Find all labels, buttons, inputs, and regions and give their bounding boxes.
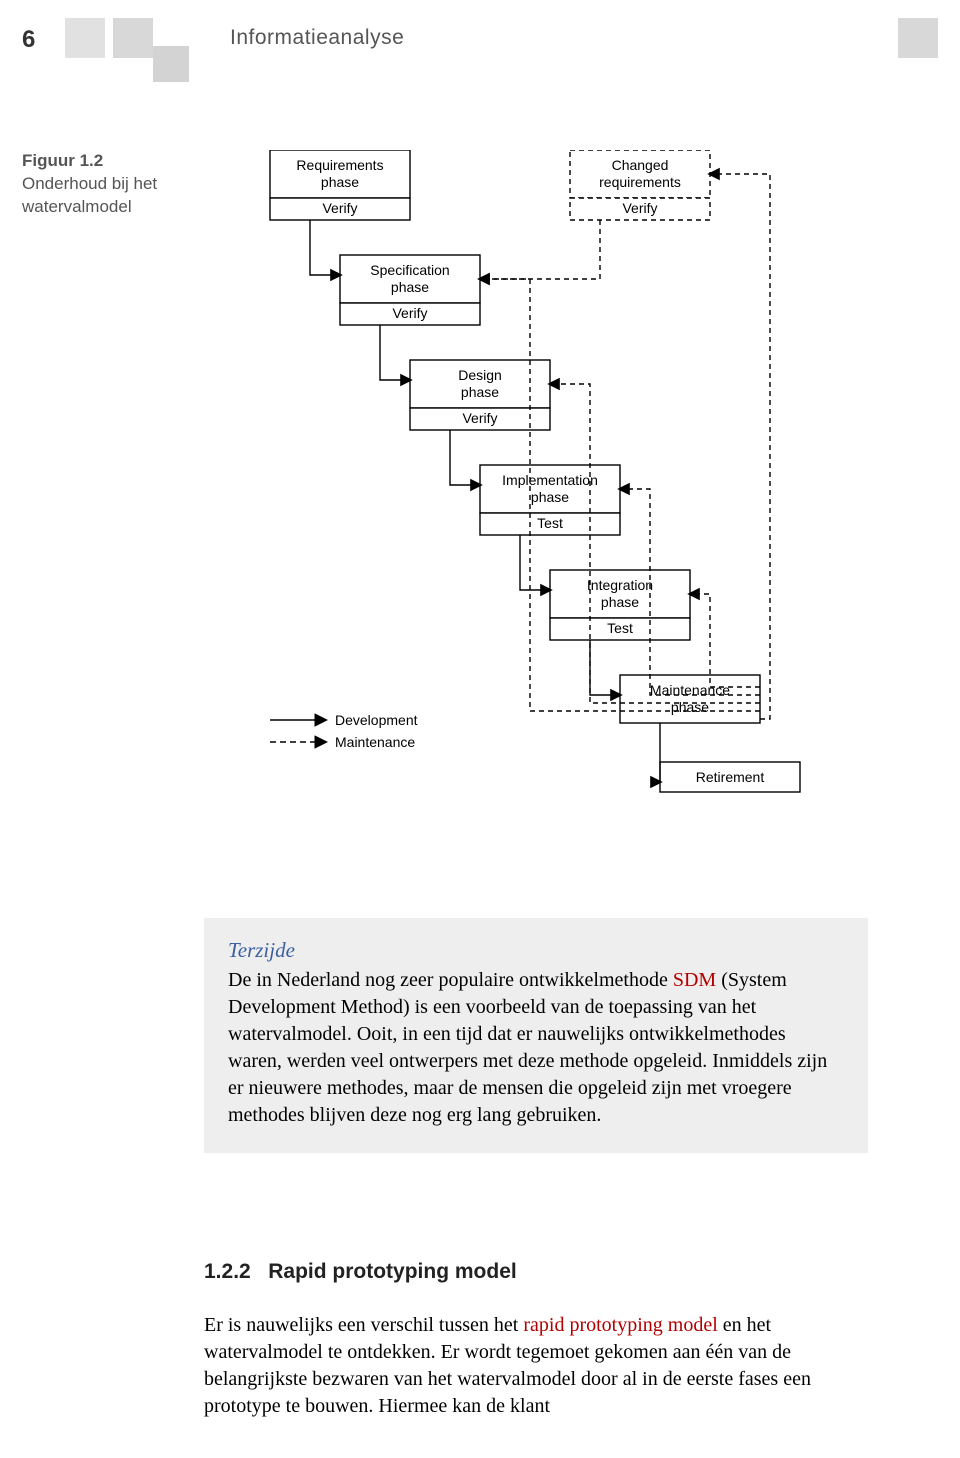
figure-caption-line: Onderhoud bij het [22,173,202,196]
svg-text:Maintenance: Maintenance [650,682,730,698]
svg-text:phase: phase [531,489,569,505]
svg-text:phase: phase [461,384,499,400]
body-paragraph: Er is nauwelijks een verschil tussen het… [204,1312,868,1420]
svg-text:requirements: requirements [599,174,681,190]
figure-number: Figuur 1.2 [22,150,202,173]
svg-text:Changed: Changed [612,157,669,173]
legend-maintenance-label: Maintenance [335,734,415,750]
svg-text:Verify: Verify [462,410,497,426]
highlight-rapid-prototyping: rapid prototyping model [523,1314,717,1336]
svg-text:phase: phase [391,279,429,295]
svg-text:Verify: Verify [322,200,357,216]
svg-text:Retirement: Retirement [696,769,765,785]
svg-text:Requirements: Requirements [296,157,383,173]
legend-development-label: Development [335,712,418,728]
figure-caption-line: watervalmodel [22,196,202,219]
svg-text:Implementation: Implementation [502,472,598,488]
highlight-sdm: SDM [673,969,716,991]
waterfall-diagram: RequirementsphaseVerifyChangedrequiremen… [240,150,860,850]
page-number: 6 [22,26,35,54]
svg-text:Verify: Verify [622,200,657,216]
svg-text:phase: phase [601,594,639,610]
header-title: Informatieanalyse [230,26,404,50]
svg-text:Design: Design [458,367,502,383]
svg-text:Test: Test [537,515,563,531]
section-heading: 1.2.2 Rapid prototyping model [204,1260,517,1284]
svg-text:phase: phase [671,699,709,715]
svg-text:Test: Test [607,620,633,636]
svg-text:Integration: Integration [587,577,653,593]
aside-title: Terzijde [228,938,844,963]
figure-caption: Figuur 1.2 Onderhoud bij het watervalmod… [22,150,202,219]
svg-text:Specification: Specification [370,262,449,278]
aside-box: Terzijde De in Nederland nog zeer popula… [204,918,868,1153]
svg-text:Verify: Verify [392,305,427,321]
svg-text:phase: phase [321,174,359,190]
aside-text: De in Nederland nog zeer populaire ontwi… [228,967,844,1129]
